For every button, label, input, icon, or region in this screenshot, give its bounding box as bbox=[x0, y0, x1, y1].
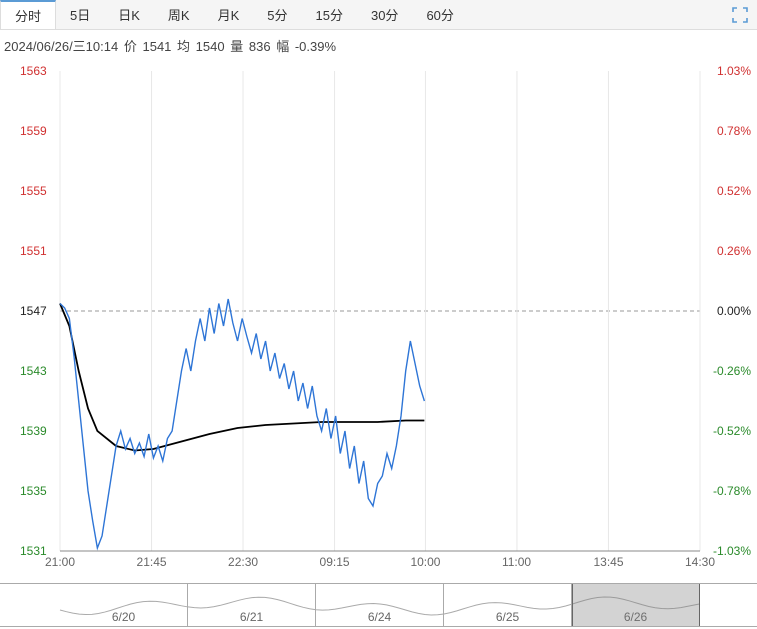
x-tick: 09:15 bbox=[320, 555, 350, 569]
nav-selected-range[interactable] bbox=[572, 584, 700, 626]
tab-2[interactable]: 日K bbox=[104, 0, 154, 29]
y-left-tick: 1539 bbox=[20, 424, 47, 438]
y-left-tick: 1535 bbox=[20, 484, 47, 498]
y-left-tick: 1531 bbox=[20, 544, 47, 558]
tab-3[interactable]: 周K bbox=[154, 0, 204, 29]
info-chg: -0.39% bbox=[295, 39, 336, 54]
nav-date-cell[interactable]: 6/21 bbox=[188, 584, 316, 626]
fullscreen-icon[interactable] bbox=[731, 6, 749, 24]
x-tick: 11:00 bbox=[502, 555, 531, 569]
info-vol: 836 bbox=[249, 39, 271, 54]
y-right-tick: 1.03% bbox=[717, 64, 751, 78]
timeframe-tabs: 分时5日日K周K月K5分15分30分60分 bbox=[0, 0, 757, 30]
y-left-tick: 1563 bbox=[20, 64, 47, 78]
info-avg-label: 均 bbox=[177, 39, 190, 54]
y-right-tick: -1.03% bbox=[713, 544, 751, 558]
tab-0[interactable]: 分时 bbox=[0, 0, 56, 29]
info-price: 1541 bbox=[142, 39, 171, 54]
tab-6[interactable]: 15分 bbox=[302, 0, 357, 29]
info-vol-label: 量 bbox=[230, 39, 243, 54]
x-tick: 10:00 bbox=[410, 555, 440, 569]
y-right-tick: -0.52% bbox=[713, 424, 751, 438]
info-datetime: 2024/06/26/三10:14 bbox=[4, 39, 118, 54]
y-right-tick: -0.78% bbox=[713, 484, 751, 498]
info-avg: 1540 bbox=[196, 39, 225, 54]
nav-date-cell[interactable]: 6/25 bbox=[444, 584, 572, 626]
y-left-tick: 1555 bbox=[20, 184, 47, 198]
nav-date-cell[interactable]: 6/24 bbox=[316, 584, 444, 626]
y-right-tick: 0.00% bbox=[717, 304, 751, 318]
y-left-tick: 1543 bbox=[20, 364, 47, 378]
y-left-tick: 1547 bbox=[20, 304, 47, 318]
x-tick: 14:30 bbox=[685, 555, 715, 569]
y-right-tick: 0.78% bbox=[717, 124, 751, 138]
tab-7[interactable]: 30分 bbox=[357, 0, 412, 29]
x-tick: 13:45 bbox=[593, 555, 623, 569]
nav-date-cell[interactable]: 6/20 bbox=[60, 584, 188, 626]
y-left-tick: 1559 bbox=[20, 124, 47, 138]
tab-8[interactable]: 60分 bbox=[412, 0, 467, 29]
info-bar: 2024/06/26/三10:14 价 1541 均 1540 量 836 幅 … bbox=[0, 30, 757, 61]
x-tick: 21:00 bbox=[45, 555, 75, 569]
tab-5[interactable]: 5分 bbox=[253, 0, 301, 29]
info-price-label: 价 bbox=[124, 39, 137, 54]
x-tick: 21:45 bbox=[137, 555, 167, 569]
info-chg-label: 幅 bbox=[276, 39, 289, 54]
y-right-tick: 0.26% bbox=[717, 244, 751, 258]
y-right-tick: 0.52% bbox=[717, 184, 751, 198]
y-right-tick: -0.26% bbox=[713, 364, 751, 378]
price-chart[interactable]: 1563 1559 1555 1551 1547 1543 1539 1535 1531 1.0… bbox=[0, 61, 757, 581]
date-navigator[interactable]: 6/206/216/246/256/26 bbox=[0, 583, 757, 627]
x-tick: 22:30 bbox=[228, 555, 258, 569]
tab-1[interactable]: 5日 bbox=[56, 0, 104, 29]
tab-4[interactable]: 月K bbox=[204, 0, 254, 29]
y-left-tick: 1551 bbox=[20, 244, 47, 258]
